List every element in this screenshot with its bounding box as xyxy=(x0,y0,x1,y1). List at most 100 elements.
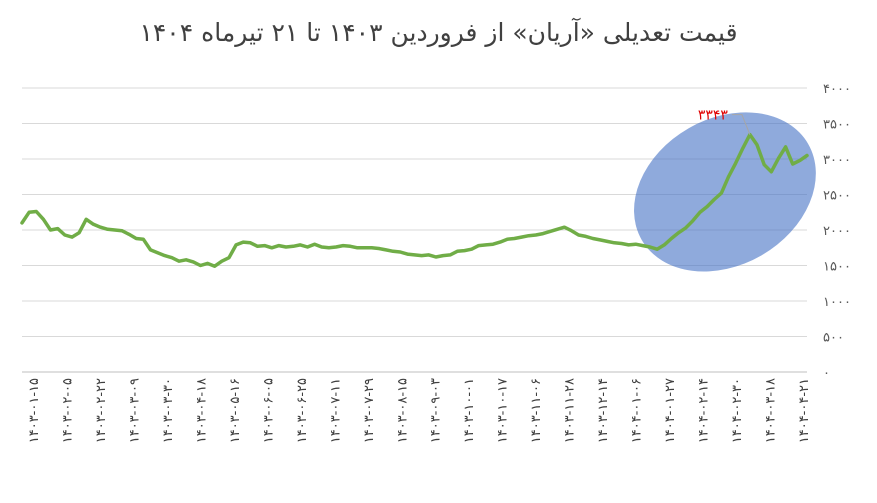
data-point xyxy=(627,243,630,247)
x-tick-label: ۱۴۰۳-۰۶-۲۵ xyxy=(295,378,310,443)
y-tick-label: ۳۵۰۰ xyxy=(823,118,851,133)
data-point xyxy=(655,247,659,251)
data-point xyxy=(206,262,209,265)
x-tick-label: ۱۴۰۳-۰۳-۰۹ xyxy=(127,378,142,443)
data-point xyxy=(263,244,266,247)
data-point xyxy=(555,227,559,231)
data-point xyxy=(320,245,324,249)
x-tick-label: ۱۴۰۳-۰۱-۱۵ xyxy=(27,378,42,443)
data-point xyxy=(406,252,409,256)
x-tick-label: ۱۴۰۳-۱۲-۱۴ xyxy=(596,378,611,443)
x-tick-label: ۱۴۰۳-۰۷-۱۱ xyxy=(328,378,343,443)
data-point xyxy=(370,246,373,250)
y-tick-label: ۴۰۰۰ xyxy=(823,82,851,97)
data-point xyxy=(113,228,117,232)
data-point xyxy=(341,244,345,247)
data-point xyxy=(220,259,224,263)
data-point xyxy=(391,250,395,253)
data-point xyxy=(441,254,445,257)
data-point xyxy=(241,240,245,244)
data-point xyxy=(784,145,787,149)
data-point xyxy=(684,226,687,230)
data-point xyxy=(99,225,102,229)
data-point xyxy=(92,223,95,226)
peak-label: ۳۳۴۳ xyxy=(698,108,729,124)
data-point xyxy=(434,255,438,259)
data-point xyxy=(505,237,509,241)
data-point xyxy=(634,242,638,246)
x-tick-label: ۱۴۰۳-۰۳-۳۰ xyxy=(161,378,176,443)
data-point xyxy=(327,246,331,250)
data-point xyxy=(591,237,595,240)
y-tick-label: ۵۰۰ xyxy=(823,331,844,346)
x-tick-label: ۱۴۰۳-۰۲-۲۲ xyxy=(94,378,109,443)
data-point xyxy=(805,154,809,157)
data-point xyxy=(491,242,495,246)
data-point xyxy=(770,170,773,174)
y-tick-label: ۳۰۰۰ xyxy=(823,153,851,168)
data-point xyxy=(727,175,730,179)
x-tick-label: ۱۴۰۴-۰۱-۰۶ xyxy=(630,378,645,443)
x-tick-label: ۱۴۰۳-۰۴-۱۸ xyxy=(194,378,209,443)
data-point xyxy=(413,253,416,257)
data-point xyxy=(234,243,238,247)
data-point xyxy=(777,156,780,160)
y-tick-label: ۱۵۰۰ xyxy=(823,260,851,275)
data-point xyxy=(477,244,481,247)
x-tick-label: ۱۴۰۳-۰۷-۲۹ xyxy=(362,378,377,443)
data-point xyxy=(270,246,274,250)
data-point xyxy=(641,244,645,247)
data-point xyxy=(670,237,673,240)
data-point xyxy=(598,238,602,242)
data-point xyxy=(470,247,473,251)
y-tick-label: ۱۰۰۰ xyxy=(823,295,851,310)
x-tick-label: ۱۴۰۳-۰۸-۱۵ xyxy=(395,378,410,443)
x-tick-label: ۱۴۰۴-۰۴-۲۱ xyxy=(797,378,812,443)
x-tick-label: ۱۴۰۴-۰۱-۲۷ xyxy=(663,378,678,443)
data-point xyxy=(149,248,152,252)
data-point xyxy=(527,234,530,237)
data-point xyxy=(63,233,67,237)
data-point xyxy=(127,232,131,236)
data-point xyxy=(56,227,59,230)
x-tick-label: ۱۴۰۳-۱۰-۰۱ xyxy=(462,378,477,443)
y-tick-label: ۲۰۰۰ xyxy=(823,224,851,239)
data-point xyxy=(77,231,81,235)
x-tick-label: ۱۴۰۴-۰۲-۳۰ xyxy=(730,378,745,443)
data-point xyxy=(541,232,545,235)
data-point xyxy=(227,256,231,259)
chart-title: قیمت تعدیلی «آریان» از فروردین ۱۴۰۳ تا ۲… xyxy=(139,18,738,47)
data-point xyxy=(49,228,52,232)
data-point xyxy=(513,237,516,240)
data-point xyxy=(605,240,609,243)
data-point xyxy=(70,235,74,239)
x-tick-label: ۱۴۰۳-۱۱-۲۸ xyxy=(563,378,578,443)
data-point xyxy=(698,210,702,214)
data-point xyxy=(306,245,309,249)
data-point xyxy=(27,210,31,214)
data-point xyxy=(448,253,452,257)
data-point xyxy=(762,163,766,166)
x-tick-label: ۱۴۰۳-۰۶-۰۵ xyxy=(261,378,276,443)
data-point xyxy=(584,235,588,238)
data-point xyxy=(284,245,288,249)
data-point xyxy=(191,260,195,264)
data-point xyxy=(712,198,716,201)
x-tick-label: ۱۴۰۳-۰۲-۰۵ xyxy=(60,378,75,443)
data-point xyxy=(498,240,502,244)
x-tick-label: ۱۴۰۳-۰۵-۱۶ xyxy=(228,378,243,443)
data-point xyxy=(377,247,381,250)
data-point xyxy=(184,258,188,262)
data-point xyxy=(548,230,552,233)
data-point xyxy=(291,245,295,248)
y-tick-label: ۰ xyxy=(823,366,830,381)
data-point xyxy=(34,210,38,213)
data-point xyxy=(720,191,723,195)
data-point xyxy=(427,253,431,257)
data-point xyxy=(334,245,338,249)
data-point xyxy=(106,227,109,231)
data-point xyxy=(534,233,538,237)
x-tick-label: ۱۴۰۳-۱۱-۰۶ xyxy=(529,378,544,443)
